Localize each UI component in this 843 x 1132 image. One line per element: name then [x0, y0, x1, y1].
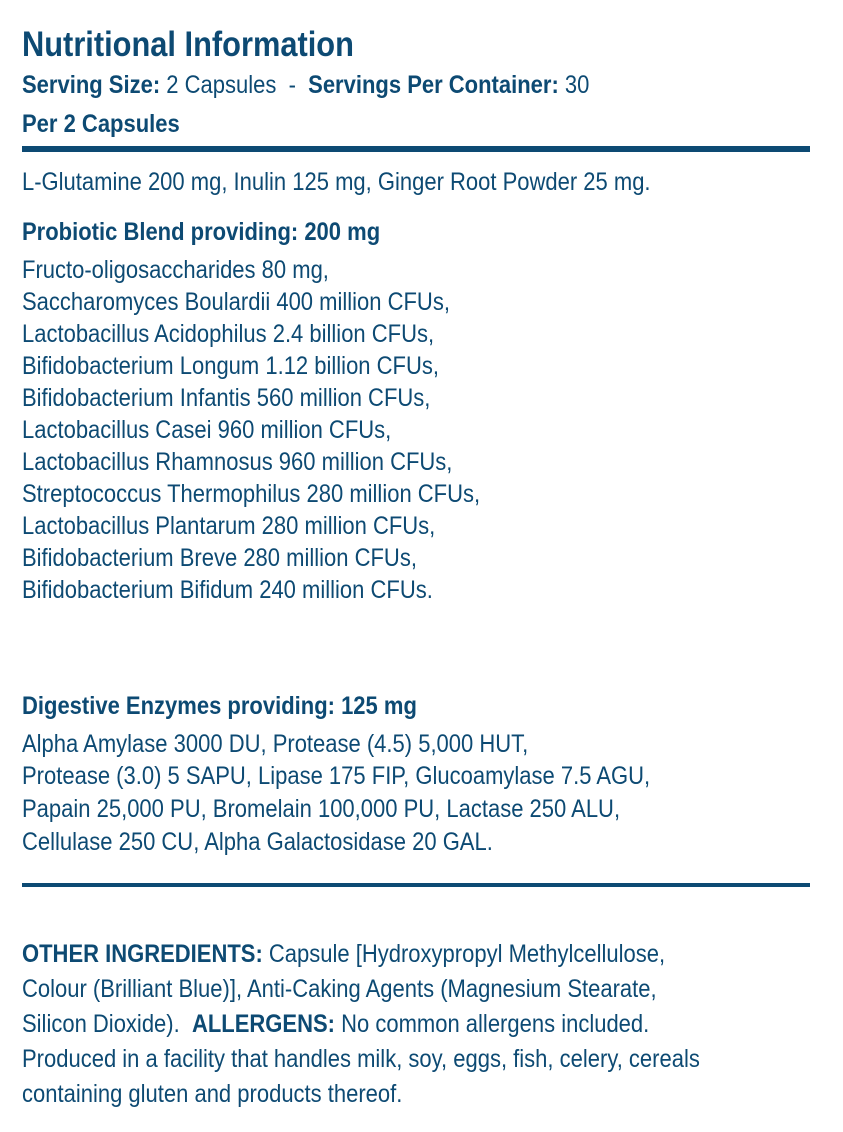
divider — [22, 883, 810, 887]
page-title: Nutritional Information — [22, 25, 354, 64]
other-ingredients-label: OTHER INGREDIENTS: — [22, 940, 263, 968]
other-ingredients-text: Capsule [Hydroxypropyl Methylcellulose, — [268, 940, 666, 968]
list-item: Lactobacillus Plantarum 280 million CFUs… — [22, 512, 436, 540]
servings-per-container-value: 30 — [564, 71, 590, 99]
list-item: Papain 25,000 PU, Bromelain 100,000 PU, … — [22, 795, 621, 823]
list-item: Alpha Amylase 3000 DU, Protease (4.5) 5,… — [22, 730, 529, 758]
list-item: Cellulase 250 CU, Alpha Galactosidase 20… — [22, 828, 493, 856]
serving-separator: - — [288, 71, 296, 99]
list-item: Lactobacillus Casei 960 million CFUs, — [22, 416, 392, 444]
facility-text: containing gluten and products thereof. — [22, 1080, 403, 1108]
probiotic-heading: Probiotic Blend providing: 200 mg — [22, 218, 381, 246]
list-item: Bifidobacterium Infantis 560 million CFU… — [22, 384, 431, 412]
per-serving-label: Per 2 Capsules — [22, 110, 180, 138]
list-item: Lactobacillus Rhamnosus 960 million CFUs… — [22, 448, 453, 476]
allergens-text: No common allergens included. — [341, 1010, 650, 1038]
list-item: Lactobacillus Acidophilus 2.4 billion CF… — [22, 320, 435, 348]
serving-info: Serving Size: 2 Capsules - Servings Per … — [22, 73, 589, 98]
list-item: Bifidobacterium Breve 280 million CFUs, — [22, 544, 417, 572]
facility-text: Produced in a facility that handles milk… — [22, 1045, 700, 1073]
serving-size-label: Serving Size: — [22, 71, 161, 99]
list-item: Bifidobacterium Longum 1.12 billion CFUs… — [22, 352, 439, 380]
list-item: Streptococcus Thermophilus 280 million C… — [22, 480, 481, 508]
servings-per-container-label: Servings Per Container: — [308, 71, 559, 99]
allergens-label: ALLERGENS: — [191, 1010, 335, 1038]
other-ingredients-text: Colour (Brilliant Blue)], Anti-Caking Ag… — [22, 975, 657, 1003]
serving-size-value: 2 Capsules — [166, 71, 277, 99]
list-item: Saccharomyces Boulardii 400 million CFUs… — [22, 288, 450, 316]
list-item: Bifidobacterium Bifidum 240 million CFUs… — [22, 576, 433, 604]
divider-thick — [22, 146, 810, 152]
base-ingredients: L-Glutamine 200 mg, Inulin 125 mg, Ginge… — [22, 168, 651, 196]
other-ingredients-text: Silicon Dioxide). — [22, 1010, 180, 1038]
enzymes-heading: Digestive Enzymes providing: 125 mg — [22, 692, 417, 720]
list-item: Protease (3.0) 5 SAPU, Lipase 175 FIP, G… — [22, 762, 651, 790]
list-item: Fructo-oligosaccharides 80 mg, — [22, 256, 329, 284]
